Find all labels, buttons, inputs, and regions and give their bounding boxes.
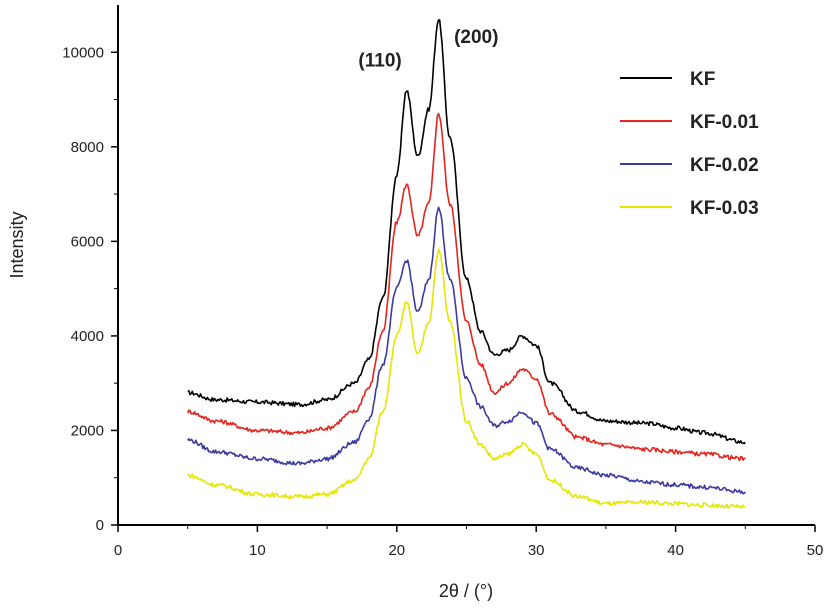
x-tick-label: 10 <box>249 542 266 559</box>
series-line-kf-003 <box>187 248 746 509</box>
legend-label-kf: KF <box>690 69 715 90</box>
peak-label-110: (110) <box>358 50 401 71</box>
series-layer <box>186 19 746 509</box>
series-line-kf <box>187 19 746 445</box>
legend-label-kf-001: KF-0.01 <box>690 112 759 133</box>
x-tick-label: 40 <box>667 542 684 559</box>
y-axis-title: Intensity <box>7 211 27 278</box>
series-line-kf-002 <box>187 206 746 495</box>
x-tick-label: 0 <box>114 542 122 559</box>
x-tick-label: 50 <box>807 542 824 559</box>
x-tick-label: 30 <box>528 542 545 559</box>
ticks: 0 10 20 30 40 50 0 2000 4000 6000 8000 10000 <box>62 44 823 559</box>
peak-label-200: (200) <box>454 27 498 48</box>
x-tick-label: 20 <box>388 542 405 559</box>
legend: KF KF-0.01 KF-0.02 KF-0.03 <box>620 69 759 219</box>
legend-label-kf-002: KF-0.02 <box>690 155 759 176</box>
x-axis-title: 2θ / (°) <box>439 581 493 601</box>
y-tick-label: 6000 <box>71 233 104 250</box>
y-tick-label: 8000 <box>71 139 104 156</box>
y-tick-label: 0 <box>96 517 104 534</box>
y-tick-label: 4000 <box>71 328 104 345</box>
y-tick-label: 2000 <box>71 422 104 439</box>
series-line-kf-001 <box>186 112 746 462</box>
legend-label-kf-003: KF-0.03 <box>690 198 759 219</box>
y-tick-label: 10000 <box>62 44 104 61</box>
